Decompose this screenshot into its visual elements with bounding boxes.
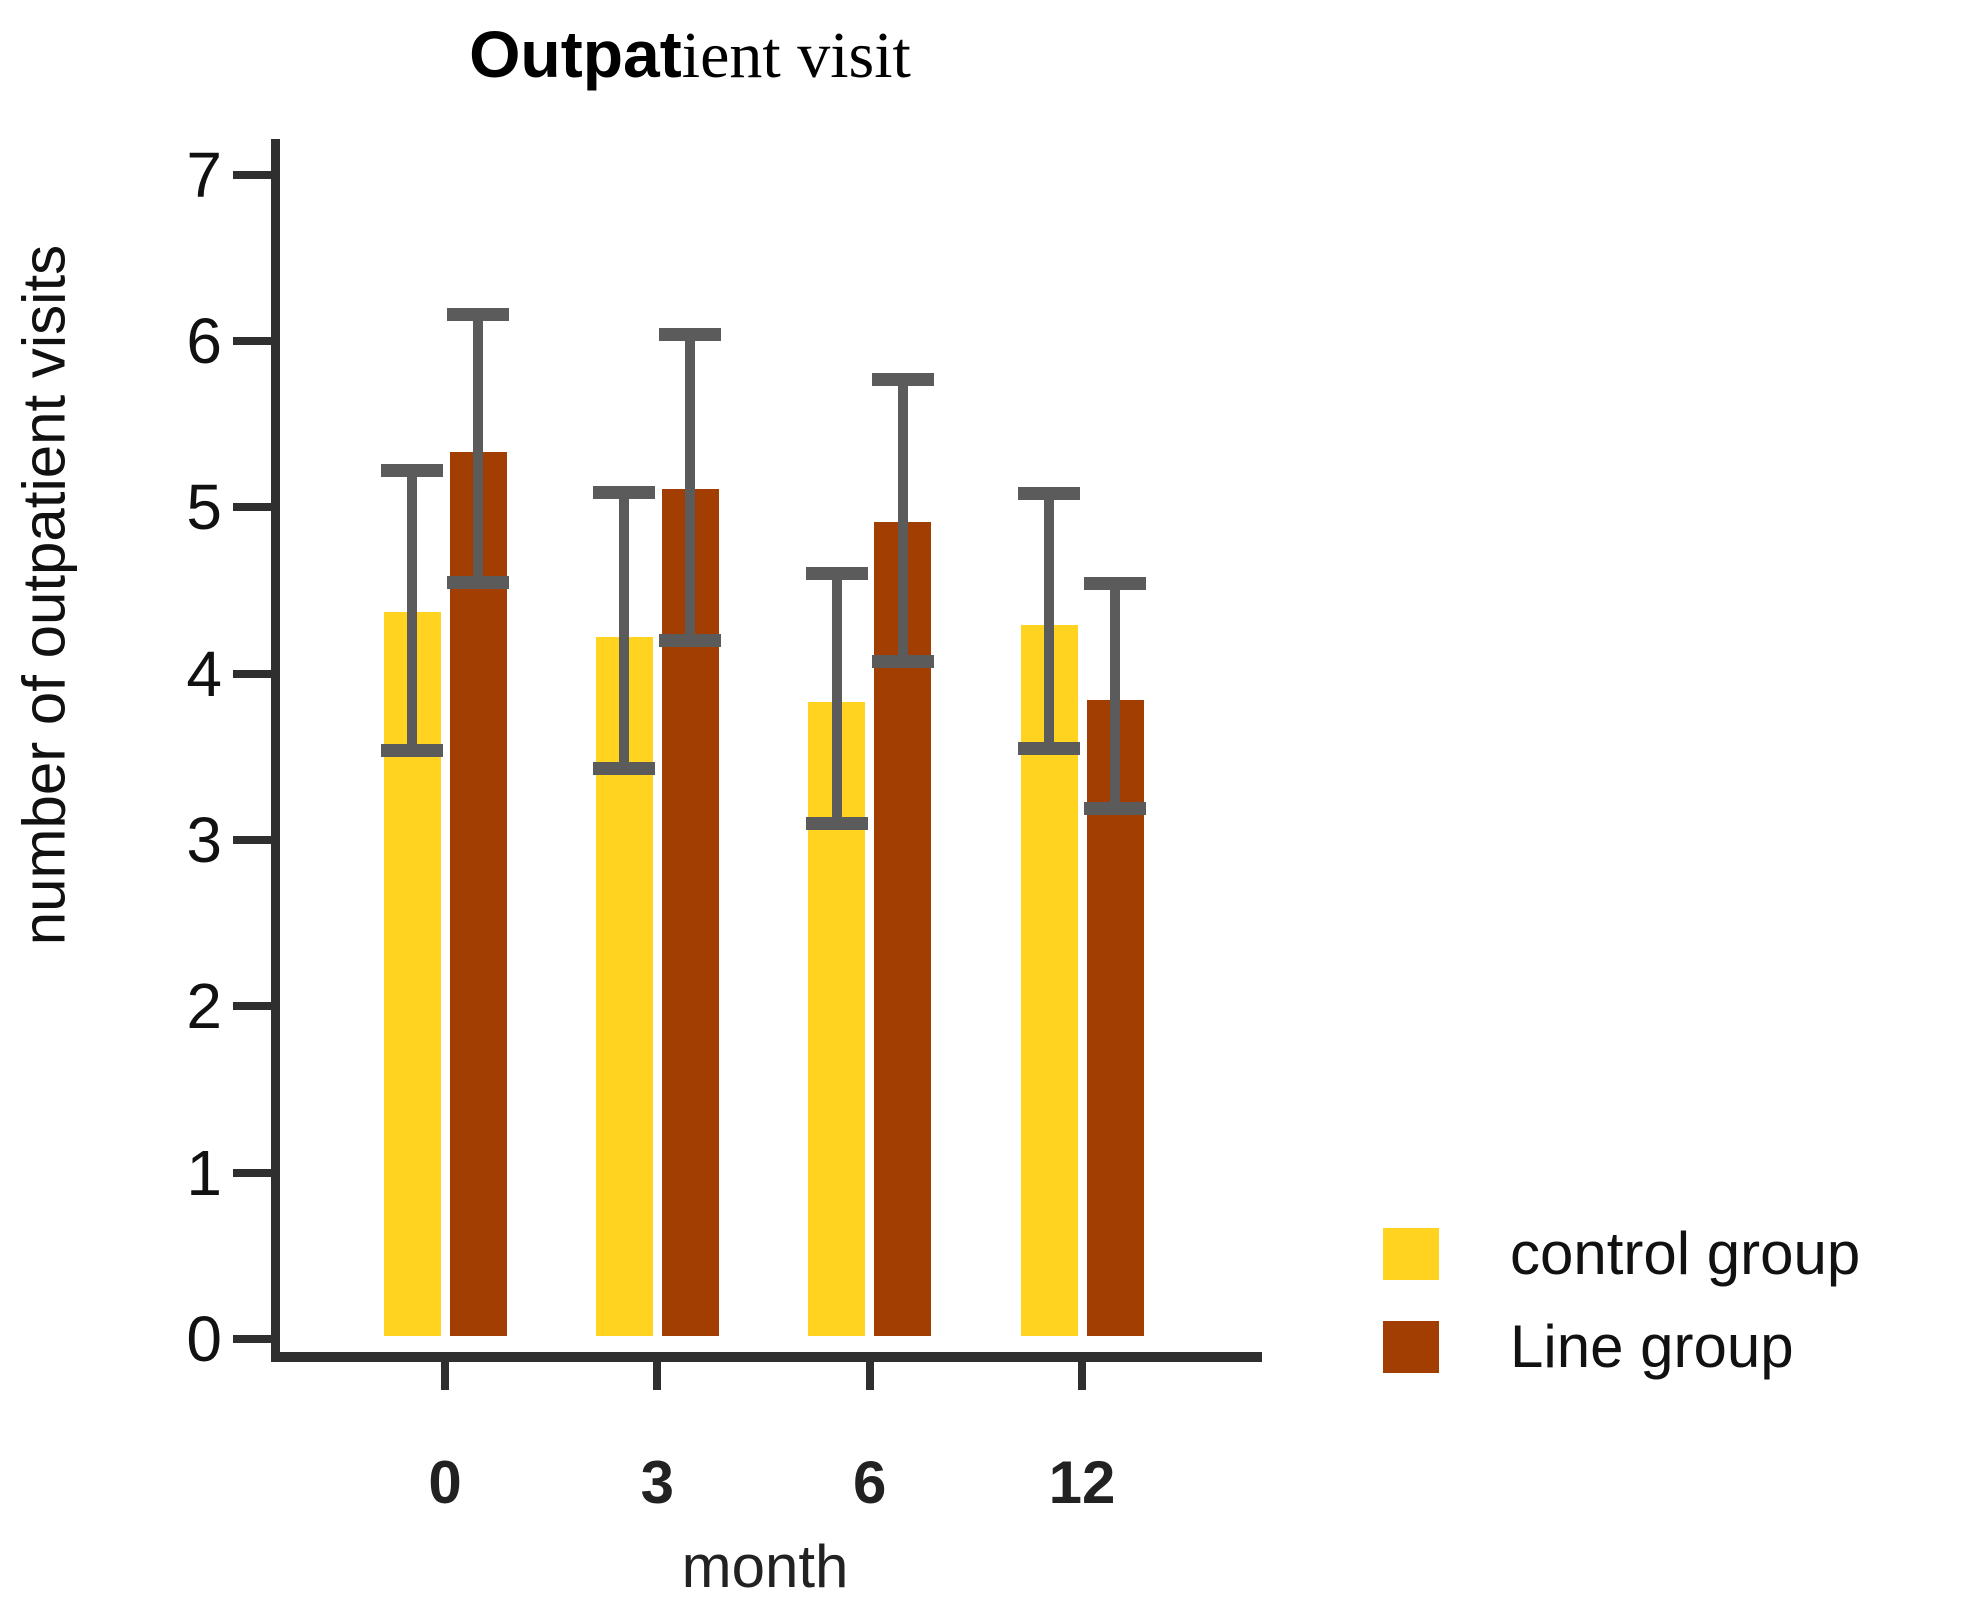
error-bar-line-line-month-12 bbox=[1110, 583, 1120, 809]
error-bar-cap-bottom-control-month-0 bbox=[381, 743, 443, 757]
legend-label-line-group: Line group bbox=[1510, 1313, 1794, 1380]
y-tick-label-0: 0 bbox=[186, 1303, 222, 1375]
y-tick-label-2: 2 bbox=[186, 970, 222, 1043]
legend-label-control-group: control group bbox=[1510, 1220, 1861, 1287]
x-tick-12 bbox=[1078, 1362, 1086, 1390]
y-tick-0 bbox=[233, 1335, 271, 1343]
y-axis-line bbox=[271, 139, 280, 1362]
error-bar-line-line-month-0 bbox=[473, 314, 483, 583]
legend-swatch-line-group bbox=[1383, 1321, 1439, 1373]
bar-line-month-0 bbox=[449, 452, 507, 1336]
y-tick-3 bbox=[233, 835, 271, 844]
error-bar-cap-top-line-month-3 bbox=[659, 327, 722, 341]
legend-swatch-control-group bbox=[1383, 1228, 1439, 1280]
y-tick-label-5: 5 bbox=[186, 471, 222, 544]
error-bar-line-control-month-6 bbox=[831, 573, 842, 824]
error-bar-cap-top-control-month-0 bbox=[381, 464, 443, 478]
x-tick-0 bbox=[441, 1362, 449, 1390]
error-bar-line-line-month-6 bbox=[897, 379, 908, 662]
x-tick-label-12: 12 bbox=[1048, 1449, 1116, 1516]
y-tick-6 bbox=[233, 336, 271, 345]
x-tick-3 bbox=[653, 1362, 662, 1390]
error-bar-cap-top-line-month-6 bbox=[871, 372, 934, 386]
y-tick-label-3: 3 bbox=[186, 803, 222, 876]
chart-title: Outpatient visit bbox=[469, 16, 911, 94]
error-bar-cap-bottom-control-month-6 bbox=[805, 816, 868, 830]
error-bar-cap-top-control-month-3 bbox=[593, 485, 656, 499]
chart-title-bold-part: Outpat bbox=[469, 17, 682, 91]
error-bar-cap-top-control-month-6 bbox=[805, 567, 868, 581]
error-bar-cap-top-line-month-12 bbox=[1084, 577, 1146, 591]
x-axis-title: month bbox=[681, 1533, 849, 1600]
y-tick-label-7: 7 bbox=[186, 138, 222, 211]
error-bar-cap-top-line-month-0 bbox=[447, 307, 509, 321]
error-bar-cap-bottom-line-month-12 bbox=[1084, 801, 1146, 815]
error-bar-line-line-month-3 bbox=[685, 334, 696, 641]
error-bar-cap-bottom-control-month-12 bbox=[1018, 741, 1080, 755]
y-tick-4 bbox=[233, 669, 271, 678]
chart-title-rest-part: ient visit bbox=[681, 19, 911, 92]
error-bar-cap-bottom-line-month-6 bbox=[871, 655, 934, 669]
y-tick-2 bbox=[233, 1002, 271, 1011]
x-tick-label-0: 0 bbox=[428, 1449, 462, 1516]
x-tick-label-6: 6 bbox=[853, 1449, 887, 1516]
y-tick-5 bbox=[233, 503, 271, 512]
error-bar-line-control-month-3 bbox=[619, 492, 630, 769]
y-tick-label-1: 1 bbox=[186, 1136, 222, 1209]
y-tick-7 bbox=[233, 170, 271, 179]
y-tick-label-6: 6 bbox=[186, 304, 222, 377]
error-bar-line-control-month-12 bbox=[1044, 493, 1054, 749]
error-bar-cap-bottom-control-month-3 bbox=[593, 761, 656, 775]
error-bar-cap-top-control-month-12 bbox=[1018, 487, 1080, 501]
x-axis-line bbox=[271, 1352, 1262, 1362]
x-tick-label-3: 3 bbox=[640, 1449, 674, 1516]
y-tick-1 bbox=[233, 1168, 271, 1177]
error-bar-cap-bottom-line-month-0 bbox=[447, 575, 509, 589]
error-bar-line-control-month-0 bbox=[407, 470, 417, 751]
y-tick-label-4: 4 bbox=[186, 637, 222, 710]
y-axis-title: number of outpatient visits bbox=[10, 244, 78, 946]
x-tick-6 bbox=[865, 1362, 874, 1390]
error-bar-cap-bottom-line-month-3 bbox=[659, 633, 722, 647]
